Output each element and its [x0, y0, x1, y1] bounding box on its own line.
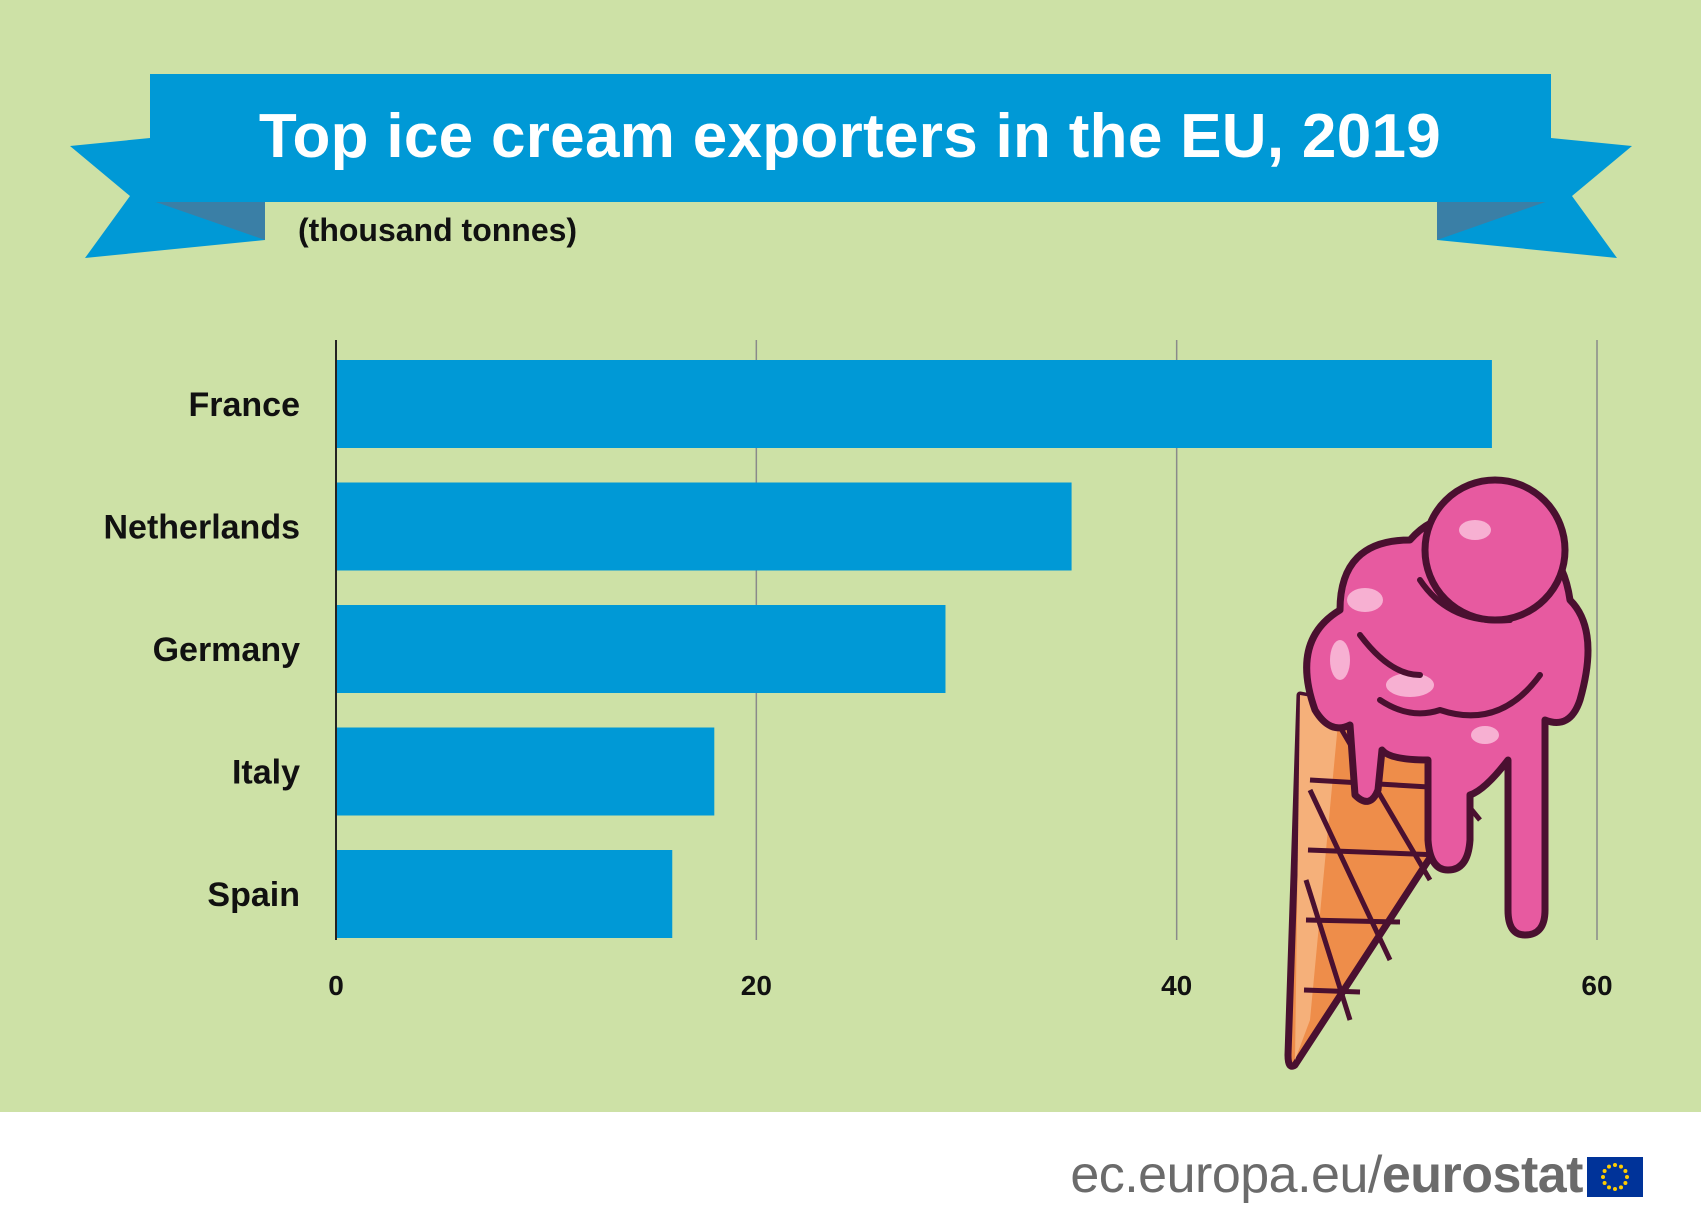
ribbon-fold-left [150, 200, 265, 240]
category-label: Netherlands [104, 509, 301, 547]
x-tick-labels: 0 20 40 60 [328, 970, 1612, 1001]
x-tick-label: 20 [741, 970, 772, 1001]
bar [336, 482, 1072, 571]
x-tick-label: 60 [1581, 970, 1612, 1001]
ribbon-tail-left [70, 138, 265, 258]
bar-chart: France Netherlands Germany Italy Spain 0 20 40… [104, 340, 1613, 1001]
category-label: Italy [232, 754, 300, 792]
chart-title: Top ice cream exporters in the EU, 2019 [258, 102, 1442, 171]
category-label: Germany [153, 631, 300, 669]
eu-flag-icon [1587, 1157, 1643, 1197]
bar [336, 727, 715, 816]
footer-brand: eurostat [1381, 1146, 1584, 1204]
footer-site: ec.europa.eu/ [1070, 1146, 1382, 1204]
ice-cream-cone-icon [1284, 476, 1592, 1070]
category-label: Spain [207, 876, 300, 914]
footer-logo: ec.europa.eu/ eurostat [1070, 1140, 1643, 1210]
category-label: France [189, 386, 301, 424]
ribbon-fold-right [1437, 200, 1551, 240]
title-ribbon [70, 74, 1632, 258]
category-labels: France Netherlands Germany Italy Spain [104, 386, 301, 914]
eu-stars-icon [1601, 1163, 1629, 1191]
bars [336, 360, 1492, 938]
bar [336, 360, 1492, 448]
x-tick-label: 40 [1161, 970, 1192, 1001]
chart-subtitle: (thousand tonnes) [298, 212, 578, 248]
x-tick-label: 0 [328, 970, 344, 1001]
ribbon-tail-right [1437, 138, 1632, 258]
ribbon-band [150, 74, 1551, 202]
bar [336, 850, 673, 938]
bar [336, 605, 946, 693]
chart-panel: Top ice cream exporters in the EU, 2019 … [0, 0, 1701, 1112]
